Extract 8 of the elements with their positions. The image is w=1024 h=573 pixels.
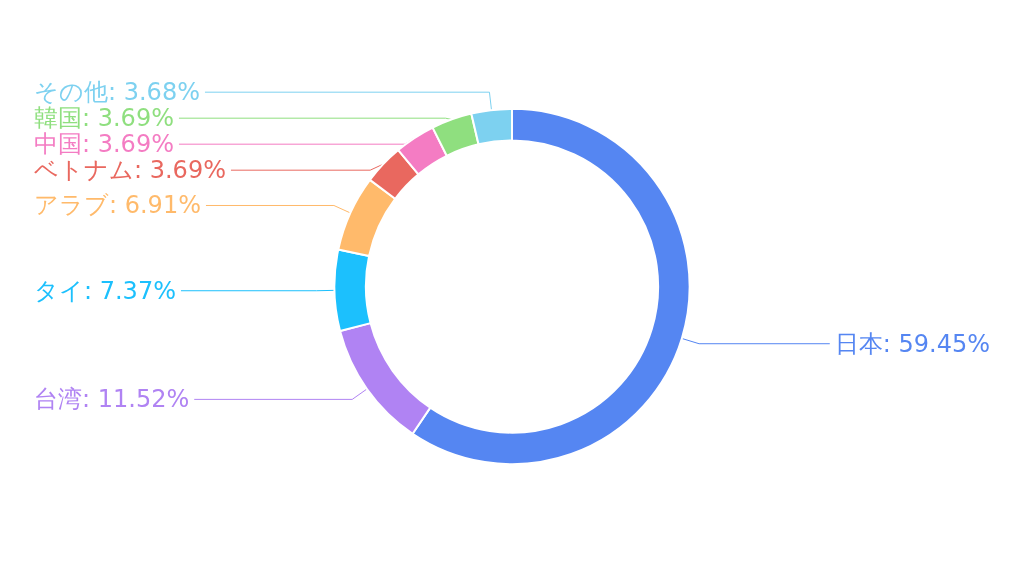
slice-label: アラブ: 6.91% bbox=[34, 191, 201, 220]
slice-label: 日本: 59.45% bbox=[834, 329, 990, 358]
slice-label: ベトナム: 3.69% bbox=[34, 156, 226, 185]
slice-label: 韓国: 3.69% bbox=[34, 104, 174, 133]
slice-label: 中国: 3.69% bbox=[34, 130, 174, 159]
slice-label: タイ: 7.37% bbox=[34, 276, 176, 305]
slice-label: 台湾: 11.52% bbox=[34, 385, 190, 414]
slice-label: その他: 3.68% bbox=[34, 78, 200, 107]
